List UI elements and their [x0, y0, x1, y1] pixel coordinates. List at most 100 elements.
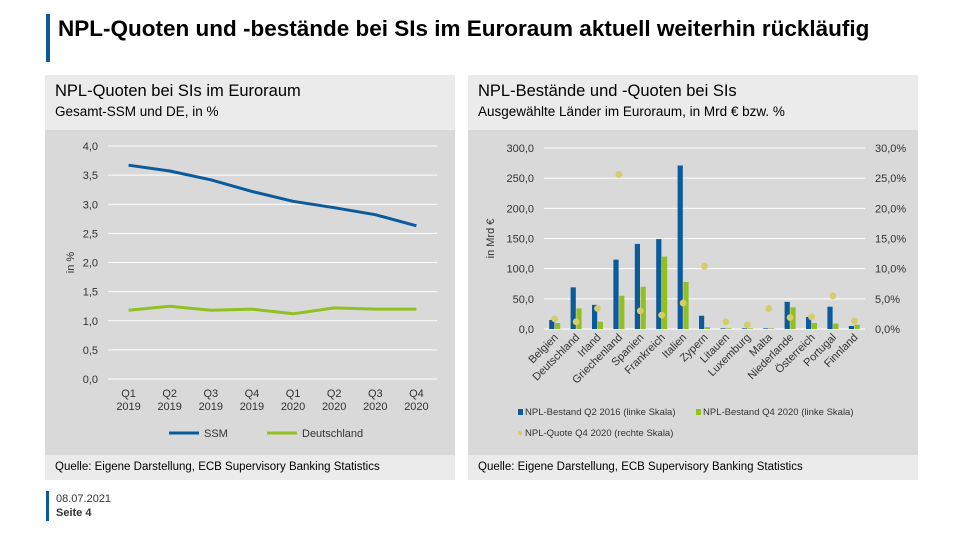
x-tick-label-year: 2019: [157, 401, 181, 413]
point-npl-quote: [615, 171, 623, 178]
bar-q2-2016: [720, 328, 726, 329]
point-npl-quote: [722, 318, 730, 326]
x-tick-label: Q1: [286, 388, 301, 400]
bar-q4-2020: [619, 295, 625, 329]
right-source-note: Quelle: Eigene Darstellung, ECB Supervis…: [478, 461, 803, 473]
x-tick-label: Q4: [409, 388, 424, 400]
y2-tick-label: 10,0%: [875, 264, 906, 276]
point-npl-quote: [658, 311, 666, 319]
legend-swatch: [696, 409, 701, 415]
y-tick-label: 4,0: [83, 141, 98, 153]
bar-q2-2016: [613, 259, 619, 329]
x-tick-label: Q1: [121, 388, 136, 400]
title-accent-bar: [46, 14, 50, 62]
series-line-ssm: [128, 163, 417, 228]
bar-q2-2016: [677, 165, 683, 329]
y2-tick-label: 15,0%: [875, 234, 906, 246]
footer-date: 08.07.2021: [56, 493, 112, 505]
x-tick-label: Q3: [368, 388, 383, 400]
x-tick-label-year: 2019: [116, 401, 140, 413]
legend-label: NPL-Quote Q4 2020 (rechte Skala): [525, 428, 673, 439]
y-tick-label: 100,0: [506, 264, 534, 276]
y-tick-label: 1,0: [83, 316, 98, 328]
y-tick-label: 150,0: [506, 234, 534, 246]
left-panel-footer: Quelle: Eigene Darstellung, ECB Supervis…: [45, 455, 455, 480]
left-line-chart: 0,00,51,01,52,02,53,03,54,0in %Q12019Q22…: [65, 141, 437, 440]
legend-swatch: [517, 430, 523, 436]
point-npl-quote: [636, 307, 644, 315]
bar-q2-2016: [848, 325, 854, 329]
bar-q2-2016: [634, 243, 640, 329]
y-tick-label: 0,0: [83, 374, 98, 386]
left-chart-panel: NPL-Quoten bei SIs im Euroraum Gesamt-SS…: [45, 75, 455, 480]
y-tick-label: 200,0: [506, 203, 534, 215]
left-chart-title: NPL-Quoten bei SIs im Euroraum: [55, 82, 301, 100]
y-tick-label: 250,0: [506, 173, 534, 185]
right-chart-title: NPL-Bestände und -Quoten bei SIs: [478, 82, 737, 100]
y-axis-label: in Mrd €: [485, 219, 497, 259]
y2-tick-label: 0,0%: [875, 324, 900, 336]
y-tick-label: 2,5: [83, 228, 98, 240]
left-chart-subtitle: Gesamt-SSM und DE, in %: [55, 104, 219, 119]
point-npl-quote: [786, 314, 794, 321]
point-npl-quote: [829, 292, 837, 300]
footer-accent-bar: [46, 491, 49, 521]
x-tick-label-year: 2020: [404, 401, 428, 413]
legend-label: NPL-Bestand Q4 2020 (linke Skala): [703, 407, 854, 418]
x-tick-label: Q2: [327, 388, 342, 400]
right-panel-footer: Quelle: Eigene Darstellung, ECB Supervis…: [468, 455, 918, 480]
legend-label: SSM: [204, 428, 228, 440]
point-npl-quote: [551, 315, 559, 323]
bar-q4-2020: [811, 322, 817, 329]
bar-q4-2020: [555, 322, 561, 329]
bar-q4-2020: [747, 328, 753, 329]
y-tick-label: 50,0: [513, 294, 534, 306]
y2-tick-label: 30,0%: [875, 143, 906, 155]
point-npl-quote: [679, 299, 687, 307]
bar-q2-2016: [699, 315, 705, 329]
left-panel-header: NPL-Quoten bei SIs im Euroraum Gesamt-SS…: [45, 75, 455, 130]
point-npl-quote: [765, 305, 773, 312]
y-tick-label: 0,0: [519, 324, 534, 336]
footer-page-number: Seite 4: [56, 507, 92, 519]
bar-q4-2020: [833, 323, 839, 329]
bar-q4-2020: [576, 308, 582, 329]
point-npl-quote: [701, 262, 708, 270]
bar-q2-2016: [656, 239, 662, 329]
y-tick-label: 300,0: [506, 143, 534, 155]
point-npl-quote: [850, 317, 858, 325]
y2-tick-label: 20,0%: [875, 203, 906, 215]
bar-q4-2020: [683, 281, 689, 329]
legend-label: Deutschland: [302, 428, 363, 440]
x-tick-label-year: 2019: [199, 401, 223, 413]
y-tick-label: 3,0: [83, 199, 98, 211]
bar-q2-2016: [827, 306, 833, 329]
bar-q4-2020: [640, 286, 646, 329]
bar-q4-2020: [769, 328, 775, 329]
bar-q2-2016: [549, 319, 555, 329]
bar-q2-2016: [592, 304, 598, 329]
y-tick-label: 0,5: [83, 345, 98, 357]
legend-swatch: [518, 409, 523, 415]
y-tick-label: 1,5: [83, 287, 98, 299]
y-tick-label: 3,5: [83, 170, 98, 182]
point-npl-quote: [594, 305, 601, 312]
x-tick-label-year: 2020: [363, 401, 387, 413]
legend-label: NPL-Bestand Q2 2016 (linke Skala): [525, 407, 676, 418]
y-axis-label: in %: [65, 252, 77, 274]
right-panel-header: NPL-Bestände und -Quoten bei SIs Ausgewä…: [468, 75, 918, 130]
right-chart-subtitle: Ausgewählte Länder im Euroraum, in Mrd €…: [478, 104, 785, 119]
x-tick-label: Q2: [162, 388, 177, 400]
point-npl-quote: [808, 313, 815, 321]
series-line-deutschland: [128, 304, 417, 316]
bar-q4-2020: [597, 321, 603, 329]
bar-q4-2020: [726, 328, 732, 329]
x-tick-label: Q3: [203, 388, 218, 400]
y-tick-label: 2,0: [83, 258, 98, 270]
right-bar-chart: 0,0 50,0 100,0 150,0 200,0 250,0 300,0 0,0% 5,0%…: [485, 143, 906, 439]
bar-q2-2016: [806, 316, 812, 329]
left-source-note: Quelle: Eigene Darstellung, ECB Supervis…: [55, 461, 380, 473]
x-tick-label-year: 2020: [281, 401, 305, 413]
bar-q4-2020: [704, 327, 710, 329]
x-tick-label-year: 2020: [322, 401, 346, 413]
